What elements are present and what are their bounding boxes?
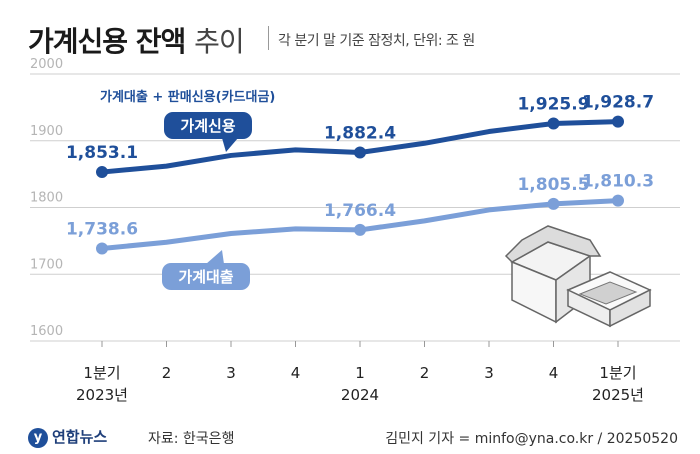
data-labels: 1,853.1 1,882.4 1,925.91,928.7 1,738.6 1,766… [66,93,654,240]
data-point [612,115,624,128]
data-label: 1,810.3 [582,172,654,192]
data-point [547,117,560,130]
chart-title-light: 추이 [194,25,245,58]
footer: y 연합뉴스 자료: 한국은행 김민지 기자 = minfo@yna.co.kr … [0,420,700,454]
y-tick-label: 1800 [30,191,63,206]
y-axis-ticks: 1600 1700 1800 1900 2000 [30,57,63,339]
chart-title-bold: 가계신용 잔액 [28,25,186,58]
x-tick-label: 1분기 [83,364,120,382]
data-point [612,194,624,207]
chart-title: 가계신용 잔액 추이 [28,20,245,60]
data-label: 1,766.4 [324,201,396,221]
x-tick-year-label: 2023년 [76,386,128,404]
data-point [354,223,366,236]
x-tick-label: 1분기 [599,364,636,382]
y-tick-label: 1900 [30,124,63,139]
x-axis-labels: 1분기 2023년 2 3 4 1 2024 2 3 4 1분기 2025년 [76,341,644,404]
x-tick-year-label: 2024 [341,386,379,404]
title-divider [268,26,269,50]
y-tick-label: 1600 [30,324,63,339]
y-tick-label: 2000 [30,57,63,72]
legend-gagye-sinyong: 가계대출 + 판매신용(카드대금) 가계신용 [100,89,275,152]
reporter-credit: 김민지 기자 = minfo@yna.co.kr / 20250520 [385,431,678,447]
x-tick-year-label: 2025년 [592,386,644,404]
data-point [547,197,560,210]
yonhap-logo: y 연합뉴스 [28,426,107,448]
yonhap-logo-icon: y [28,427,48,448]
x-tick-label: 4 [549,364,559,382]
data-label: 1,738.6 [66,219,138,239]
series-points [96,115,624,255]
house-illustration-icon [504,225,652,328]
legend-gagye-daechul: 가계대출 [162,250,250,290]
x-tick-label: 4 [291,364,301,382]
chart-subtitle: 각 분기 말 기준 잠정치, 단위: 조 원 [278,33,475,49]
data-point [96,166,108,179]
y-tick-label: 1700 [30,257,63,272]
data-label: 1,925.9 [517,94,589,114]
x-tick-label: 1 [355,364,365,382]
data-source: 자료: 한국은행 [148,431,235,447]
data-point [96,242,108,255]
series-tag-label: 가계신용 [180,117,235,135]
data-label: 1,805.5 [517,175,589,195]
logo-text: 연합뉴스 [52,428,108,446]
data-label: 1,928.7 [582,93,654,113]
data-point [354,146,366,159]
x-tick-label: 2 [162,364,172,382]
series-tag-label: 가계대출 [178,268,233,286]
line-chart: 1600 1700 1800 1900 2000 1분기 2023년 2 3 4 1 2024 2 3 4… [30,57,680,404]
data-label: 1,853.1 [66,143,138,163]
x-tick-label: 3 [484,364,494,382]
x-tick-label: 3 [226,364,236,382]
data-label: 1,882.4 [324,123,396,143]
x-tick-label: 2 [420,364,430,382]
series-description: 가계대출 + 판매신용(카드대금) [100,89,275,105]
